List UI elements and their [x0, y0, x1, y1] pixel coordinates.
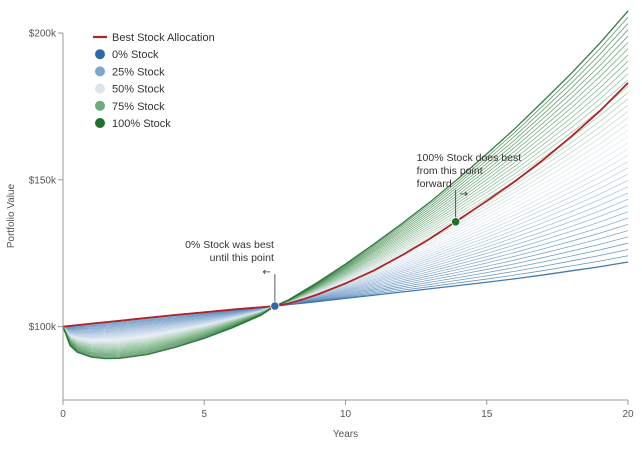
- legend-dot-swatch: [95, 83, 105, 94]
- marker-dot: [451, 217, 461, 227]
- allocation-curve-55-stock: [62, 123, 629, 343]
- allocation-curve-93-stock: [62, 29, 629, 357]
- y-axis-title: Portfolio Value: [6, 183, 17, 248]
- allocation-curve-68-stock: [62, 92, 629, 348]
- x-tick-label: 0: [60, 409, 66, 420]
- allocation-curve-35-stock: [62, 173, 629, 336]
- x-tick-label: 5: [201, 409, 207, 420]
- markers: [270, 189, 461, 311]
- allocation-curve-45-stock: [62, 148, 629, 340]
- y-tick-label: $100k: [29, 322, 57, 333]
- annotation-text: 100% Stock does best: [417, 152, 522, 164]
- allocation-curve-30-stock: [62, 186, 629, 335]
- annotation-text: from this point: [417, 165, 483, 177]
- allocation-curve-63-stock: [62, 104, 629, 346]
- allocation-curve-43-stock: [62, 154, 629, 339]
- allocation-curve-38-stock: [62, 167, 629, 337]
- legend-label: 100% Stock: [112, 118, 171, 130]
- x-tick-label: 15: [481, 409, 493, 420]
- legend-dot-swatch: [95, 66, 105, 77]
- allocation-curve-60-stock: [62, 111, 629, 345]
- legend-label: 25% Stock: [112, 66, 165, 78]
- legend-dot-swatch: [95, 100, 105, 111]
- allocation-curve-75-stock: [62, 73, 629, 350]
- allocation-curve-57-stock: [62, 117, 629, 344]
- legend-label: 75% Stock: [112, 101, 165, 113]
- annotation-text: until this point: [210, 252, 274, 264]
- legend-dot-swatch: [95, 49, 105, 60]
- allocation-curve-100-stock: [62, 10, 629, 360]
- y-tick-label: $200k: [29, 29, 57, 40]
- allocation-curve-50-stock: [62, 136, 629, 341]
- legend: Best Stock Allocation 0% Stock 25% Stock 50…: [93, 32, 215, 130]
- legend-dot-swatch: [95, 118, 105, 128]
- annotation-text: forward: [417, 178, 452, 190]
- x-tick-label: 20: [622, 409, 634, 420]
- annotation-arrow: →: [460, 189, 468, 200]
- marker-dot: [270, 301, 280, 311]
- annotation-arrow: ←: [262, 267, 270, 278]
- best-allocation-layer: [62, 82, 629, 328]
- legend-label: 50% Stock: [112, 84, 165, 96]
- annotation-text: 0% Stock was best: [185, 239, 274, 251]
- x-axis-title: Years: [333, 429, 358, 440]
- legend-label: Best Stock Allocation: [112, 32, 215, 44]
- tick-labels: 0 5 10 15 20 $100k $150k $200k: [29, 29, 634, 421]
- x-tick-label: 10: [340, 409, 352, 420]
- best-allocation-line: [62, 82, 629, 328]
- allocation-curve-48-stock: [62, 142, 629, 340]
- y-tick-label: $150k: [29, 175, 57, 186]
- allocation-curves: [62, 10, 629, 360]
- allocation-curve-83-stock: [62, 54, 629, 353]
- legend-label: 0% Stock: [112, 49, 159, 61]
